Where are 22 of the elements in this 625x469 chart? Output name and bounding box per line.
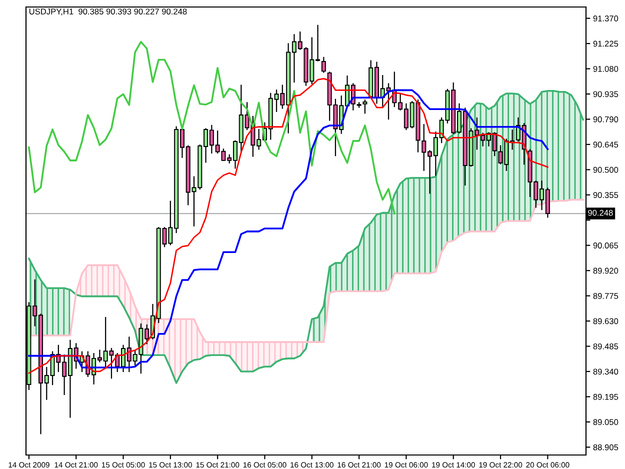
y-tick-label: 89.775 [593, 293, 618, 299]
y-tick-label: 91.370 [593, 16, 618, 22]
ref-line-label: 90.248 [588, 210, 613, 216]
y-tick-label: 90.500 [593, 166, 618, 173]
line-series [28, 40, 396, 214]
y-tick-label: 90.790 [593, 116, 618, 122]
y-tick-label: 89.050 [593, 419, 618, 426]
chart-title: USDJPY,H1 90.385 90.393 90.227 90.248 [29, 8, 187, 16]
candlestick [321, 56, 326, 73]
y-tick-label: 89.195 [593, 394, 618, 400]
y-tick-label: 89.920 [593, 268, 618, 274]
y-tick-label: 90.355 [593, 192, 618, 198]
line-series [28, 198, 584, 343]
y-tick-label: 89.485 [593, 343, 618, 350]
y-tick-label: 90.645 [593, 142, 618, 148]
y-tick-label: 89.340 [593, 368, 618, 375]
y-tick-label: 90.935 [593, 91, 618, 98]
y-tick-label: 89.630 [593, 318, 618, 324]
y-tick-label: 88.905 [593, 444, 618, 450]
y-tick-label: 91.225 [593, 40, 618, 47]
y-tick-label: 91.080 [593, 66, 618, 72]
y-tick-label: 90.065 [593, 242, 618, 248]
